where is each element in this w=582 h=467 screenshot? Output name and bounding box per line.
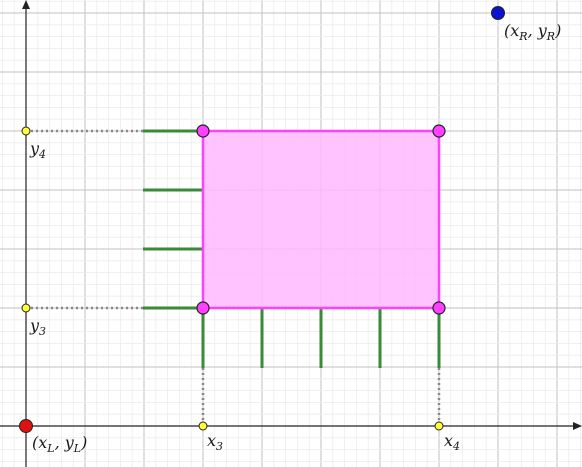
corner-top-right[interactable] <box>432 124 446 138</box>
corner-bottom-left[interactable] <box>196 301 210 315</box>
point-x4[interactable] <box>434 421 444 431</box>
point-top-right[interactable] <box>491 6 505 20</box>
label-origin: (xL, yL) <box>32 433 87 455</box>
label-x4: x4 <box>444 431 460 453</box>
label-x3: x3 <box>207 431 223 453</box>
y-axis-arrow <box>22 0 30 9</box>
corner-bottom-right[interactable] <box>432 301 446 315</box>
point-x3[interactable] <box>198 421 208 431</box>
magenta-rectangle <box>201 129 441 310</box>
label-y3: y3 <box>29 316 46 338</box>
corner-top-left[interactable] <box>196 124 210 138</box>
label-y4: y4 <box>29 139 46 161</box>
rectangle-corners <box>196 124 446 315</box>
point-y3[interactable] <box>21 303 31 313</box>
x-axis-arrow <box>573 422 582 430</box>
green-ticks <box>143 129 441 368</box>
point-y4[interactable] <box>21 126 31 136</box>
point-origin[interactable] <box>19 419 33 433</box>
label-top-right: (xR, yR) <box>504 21 561 43</box>
axis-points <box>21 126 444 431</box>
